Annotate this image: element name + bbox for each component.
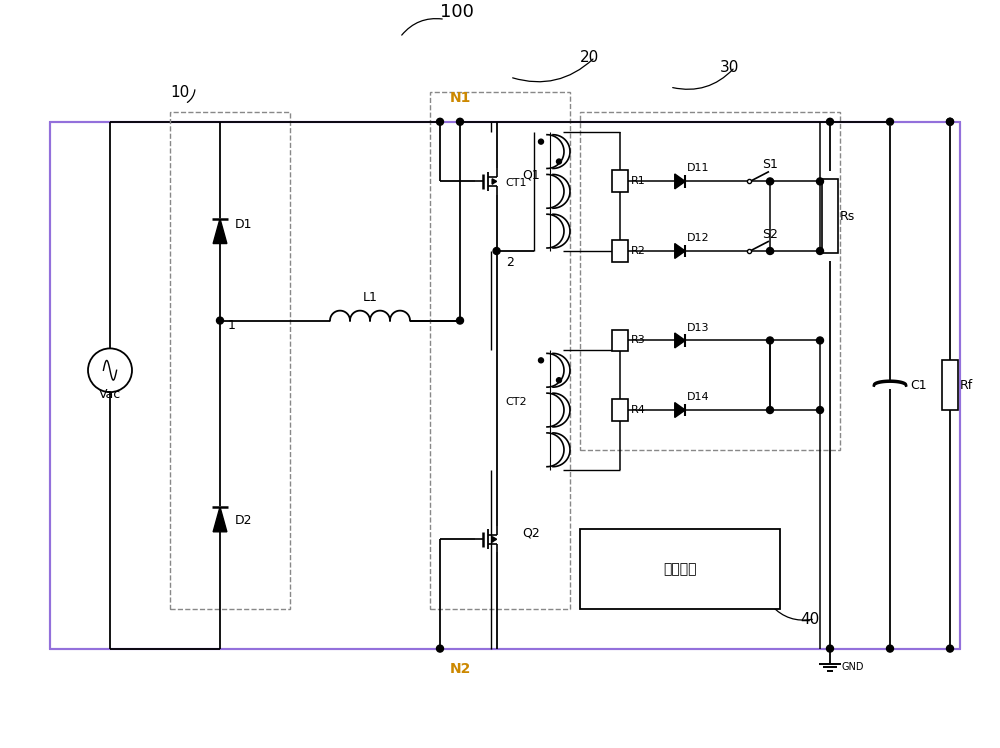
Circle shape — [556, 159, 562, 164]
Text: Rs: Rs — [840, 209, 855, 223]
Polygon shape — [213, 218, 227, 244]
Circle shape — [767, 337, 774, 344]
Polygon shape — [492, 179, 497, 184]
Circle shape — [816, 178, 824, 185]
Text: 2: 2 — [507, 256, 514, 269]
Text: Rf: Rf — [960, 378, 973, 392]
Text: Q1: Q1 — [522, 168, 540, 182]
Bar — [170, 111, 290, 609]
Text: D2: D2 — [235, 515, 252, 527]
Polygon shape — [675, 333, 685, 348]
Text: D11: D11 — [687, 164, 710, 174]
Text: R1: R1 — [631, 177, 646, 186]
Text: Q2: Q2 — [522, 527, 540, 539]
Bar — [612, 171, 628, 192]
Circle shape — [767, 178, 774, 185]
Circle shape — [538, 358, 544, 363]
Bar — [612, 240, 628, 262]
Circle shape — [946, 645, 954, 652]
Polygon shape — [675, 174, 685, 188]
Bar — [50, 122, 960, 649]
Text: Vac: Vac — [99, 388, 121, 401]
Text: N1: N1 — [450, 91, 471, 105]
Bar — [580, 111, 840, 450]
Circle shape — [436, 118, 444, 125]
Bar — [580, 530, 780, 609]
Circle shape — [456, 118, 464, 125]
Text: D12: D12 — [687, 233, 710, 243]
Circle shape — [816, 407, 824, 414]
Text: CT2: CT2 — [505, 397, 527, 407]
Text: D13: D13 — [687, 322, 710, 333]
Circle shape — [946, 118, 954, 125]
Polygon shape — [675, 402, 685, 417]
Circle shape — [767, 248, 774, 254]
Circle shape — [216, 317, 224, 324]
Circle shape — [456, 317, 464, 324]
Text: 20: 20 — [580, 50, 599, 65]
Text: N2: N2 — [449, 663, 471, 676]
Text: 100: 100 — [440, 4, 474, 22]
Text: S2: S2 — [762, 228, 778, 241]
Bar — [612, 330, 628, 352]
Text: R3: R3 — [631, 335, 646, 346]
Text: CT1: CT1 — [505, 178, 526, 188]
Polygon shape — [675, 244, 685, 259]
Circle shape — [493, 248, 500, 254]
Text: D14: D14 — [687, 392, 710, 402]
Text: 控制电路: 控制电路 — [663, 562, 697, 576]
Text: 40: 40 — [800, 612, 819, 627]
Polygon shape — [492, 536, 497, 542]
Circle shape — [887, 645, 894, 652]
Text: D1: D1 — [235, 218, 252, 231]
Text: C1: C1 — [910, 378, 927, 392]
Text: L1: L1 — [363, 291, 377, 304]
Text: 30: 30 — [720, 60, 739, 75]
Text: GND: GND — [842, 663, 864, 672]
Circle shape — [826, 118, 834, 125]
Circle shape — [826, 645, 834, 652]
Circle shape — [538, 139, 544, 144]
Text: S1: S1 — [762, 159, 778, 171]
Circle shape — [887, 118, 894, 125]
Circle shape — [816, 337, 824, 344]
Circle shape — [556, 378, 562, 383]
Text: R2: R2 — [631, 246, 646, 256]
Circle shape — [767, 407, 774, 414]
Circle shape — [816, 248, 824, 254]
Polygon shape — [213, 507, 227, 532]
Circle shape — [946, 118, 954, 125]
Circle shape — [436, 645, 444, 652]
Text: R4: R4 — [631, 405, 646, 415]
Bar — [822, 179, 838, 254]
Bar — [942, 361, 958, 410]
Text: 10: 10 — [170, 85, 189, 100]
Bar — [430, 92, 570, 609]
Bar — [612, 399, 628, 421]
Text: 1: 1 — [228, 319, 236, 331]
